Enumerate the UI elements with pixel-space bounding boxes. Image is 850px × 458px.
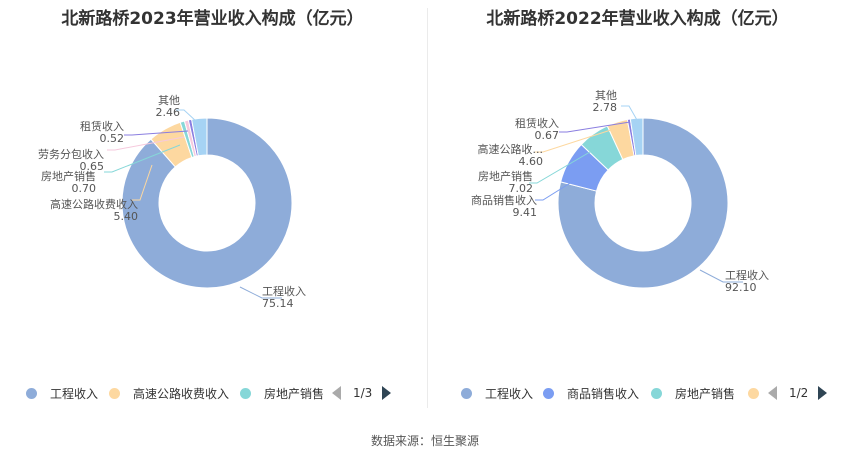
pie-slice[interactable] [121, 117, 293, 289]
label-leader-line [104, 144, 181, 173]
slice-name-label: 高速公路收... [478, 142, 544, 156]
legend: 工程收入 高速公路收费收入 房地产销售 1/3 [0, 383, 425, 405]
legend-pager: 1/2 [768, 383, 828, 403]
slice-value-label: 9.41 [513, 206, 538, 219]
legend-item[interactable]: 房地产销售 [240, 383, 324, 403]
chart-title: 北新路桥2023年营业收入构成（亿元） [61, 9, 364, 29]
label-leader-line [699, 269, 743, 283]
slice-value-label: 92.10 [725, 281, 757, 294]
legend-item[interactable]: 房地产销售 [651, 383, 735, 403]
slice-name-label: 商品销售收入 [471, 193, 537, 207]
pie-slice[interactable] [191, 117, 208, 157]
slice-value-label: 0.52 [100, 132, 125, 145]
data-source: 数据来源：恒生聚源 [370, 434, 479, 448]
label-leader-line [176, 109, 198, 123]
label-leader-line [239, 286, 282, 299]
legend-item[interactable]: 工程收入 [26, 383, 98, 403]
slice-name-label: 租赁收入 [80, 119, 124, 133]
slice-name-label: 高速公路收费收入 [50, 197, 138, 211]
slice-name-label: 房地产销售 [478, 169, 533, 183]
next-page-icon[interactable] [382, 386, 392, 400]
slice-name-label: 劳务分包收入 [38, 147, 104, 161]
label-leader-line [535, 179, 576, 201]
slice-name-label: 其他 [158, 94, 180, 107]
legend-item[interactable]: 高速公路收费收入 [109, 383, 229, 403]
legend-item[interactable]: 工程收入 [461, 383, 533, 403]
legend-marker [109, 387, 120, 399]
legend-marker [461, 387, 472, 399]
slice-value-label: 2.78 [593, 101, 618, 114]
slice-value-label: 0.70 [72, 182, 97, 195]
legend-item[interactable]: 商品销售收入 [543, 383, 639, 403]
chart-panel-2022: 北新路桥2022年营业收入构成（亿元） 工程收入 92.10 商品销售收入 9.41 房… [425, 0, 850, 410]
prev-page-icon[interactable] [768, 386, 777, 400]
pie-slice[interactable] [557, 117, 729, 289]
slice-name-label: 工程收入 [725, 268, 769, 282]
slice-value-label: 0.65 [80, 160, 105, 173]
legend-label: 高速公路收费收入 [133, 386, 230, 401]
legend-item[interactable] [748, 383, 772, 403]
divider [427, 8, 428, 408]
slice-name-label: 租赁收入 [515, 116, 559, 130]
legend-marker [651, 387, 662, 399]
label-leader-line [559, 121, 631, 133]
slice-name-label: 房地产销售 [41, 169, 96, 183]
chart-title: 北新路桥2022年营业收入构成（亿元） [486, 9, 789, 29]
page-indicator: 1/2 [789, 386, 809, 400]
legend-label: 工程收入 [485, 386, 534, 401]
label-leader-line [107, 136, 185, 151]
slice-value-label: 5.40 [114, 210, 139, 223]
prev-page-icon[interactable] [332, 386, 341, 400]
chart-panel-2023: 北新路桥2023年营业收入构成（亿元） 工程收入 75.14 高速公路收费收入 5.4… [0, 0, 425, 410]
legend-marker [26, 387, 37, 399]
legend: 工程收入 商品销售收入 房地产销售 1/2 [425, 383, 850, 405]
slice-value-label: 75.14 [262, 297, 294, 310]
pie-slice[interactable] [629, 117, 644, 157]
label-leader-line [529, 148, 596, 184]
label-leader-line [124, 130, 189, 136]
legend-label: 房地产销售 [264, 386, 325, 401]
page-indicator: 1/3 [353, 386, 373, 400]
next-page-icon[interactable] [818, 386, 828, 400]
slice-value-label: 4.60 [519, 155, 544, 168]
legend-marker [543, 387, 554, 399]
legend-marker [240, 387, 251, 399]
slice-value-label: 0.67 [535, 129, 560, 142]
legend-label: 房地产销售 [675, 386, 736, 401]
label-leader-line [621, 105, 638, 121]
label-leader-line [535, 127, 618, 153]
legend-label: 商品销售收入 [567, 386, 640, 401]
legend-pager: 1/3 [332, 383, 392, 403]
label-leader-line [132, 164, 153, 201]
legend-marker [748, 387, 759, 399]
legend-label: 工程收入 [50, 386, 99, 401]
slice-value-label: 7.02 [509, 182, 534, 195]
slice-name-label: 工程收入 [262, 284, 306, 298]
slice-name-label: 其他 [595, 89, 617, 102]
slice-value-label: 2.46 [156, 106, 181, 119]
